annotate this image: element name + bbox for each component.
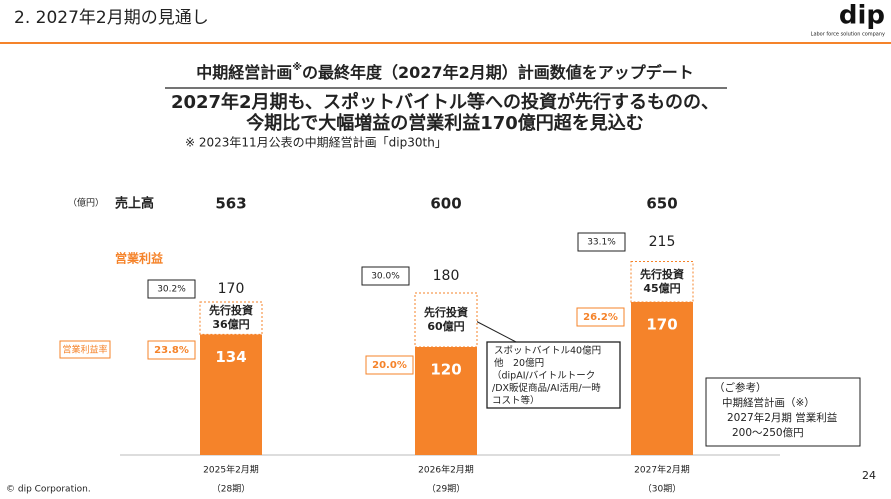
revenue-label: 売上高 xyxy=(115,196,154,212)
headline-mark: ※ xyxy=(292,61,302,73)
unit: （億円） xyxy=(68,197,104,209)
margin-label: 営業利益率 xyxy=(62,344,107,356)
period-label: （30期） xyxy=(643,484,681,495)
callout-line: コスト等） xyxy=(492,395,540,407)
period-label: （29期） xyxy=(427,484,465,495)
x-tick-label: 2026年2月期 xyxy=(418,464,474,476)
reference-line: 中期経営計画（※） xyxy=(722,396,815,409)
bar-investment xyxy=(414,292,478,348)
bar-investment xyxy=(199,301,263,335)
total-value: 170 xyxy=(218,281,245,297)
margin-incl-value: 30.0% xyxy=(371,272,400,282)
logo: dip xyxy=(839,1,885,31)
margin-incl-value: 33.1% xyxy=(587,238,616,248)
logo-tagline: Labor force solution company xyxy=(811,32,885,38)
investment-name: 先行投資 xyxy=(209,303,253,317)
margin-incl-box xyxy=(147,279,196,299)
margin-box xyxy=(576,307,625,327)
headline-3: 今期比で大幅増益の営業利益170億円超を見込む xyxy=(246,112,644,134)
period-label: （28期） xyxy=(212,484,250,495)
margin-incl-box xyxy=(577,232,626,252)
margin-value: 20.0% xyxy=(372,360,407,371)
total-value: 215 xyxy=(649,234,676,250)
callout-pointer xyxy=(469,317,519,344)
margin-value: 23.8% xyxy=(154,345,189,356)
op-value: 120 xyxy=(430,361,461,379)
investment-value: 45億円 xyxy=(643,281,680,295)
slide-title: 2. 2027年2月期の見通し xyxy=(14,8,209,28)
op-value: 170 xyxy=(646,316,677,334)
callout-box xyxy=(486,341,621,409)
bar-operating-profit xyxy=(631,302,693,455)
reference-box xyxy=(705,377,861,447)
page-number: 24 xyxy=(862,469,876,482)
x-tick-label: 2025年2月期 xyxy=(203,464,259,476)
op-label: 営業利益 xyxy=(115,251,163,266)
margin-incl-value: 30.2% xyxy=(157,285,186,295)
margin-box xyxy=(147,340,196,360)
reference-line: 2027年2月期 営業利益 xyxy=(727,411,838,424)
callout-line: 他 20億円 xyxy=(494,357,544,369)
headline-part: 中期経営計画 xyxy=(196,63,292,82)
margin-incl-box xyxy=(361,266,410,286)
total-value: 180 xyxy=(433,268,460,284)
margin-box xyxy=(365,355,414,375)
op-value: 134 xyxy=(215,348,246,366)
headline-2: 2027年2月期も、スポットバイトル等への投資が先行するものの、 xyxy=(171,91,719,113)
reference: （ご参考） 中期経営計画（※） 2027年2月期 営業利益 200～250億円 xyxy=(714,381,838,439)
investment-value: 36億円 xyxy=(212,317,249,331)
bar-operating-profit xyxy=(200,334,262,455)
callout-line: /DX販促商品/AI活用/一時 xyxy=(492,382,601,394)
copyright: © dip Corporation. xyxy=(6,485,91,495)
headline-1: 中期経営計画※の最終年度（2027年2月期）計画数値をアップデート xyxy=(196,61,693,82)
investment-name: 先行投資 xyxy=(640,267,684,281)
headline-note: ※ 2023年11月公表の中期経営計画「dip30th」 xyxy=(185,135,447,150)
investment-name: 先行投資 xyxy=(424,305,468,319)
revenue-value: 600 xyxy=(430,195,461,213)
bar-operating-profit xyxy=(415,347,477,455)
margin-label-box xyxy=(59,340,111,359)
reference-line: （ご参考） xyxy=(714,381,767,394)
investment-value: 60億円 xyxy=(427,319,464,333)
x-tick-label: 2027年2月期 xyxy=(634,464,690,476)
margin-value: 26.2% xyxy=(583,312,618,323)
revenue-value: 563 xyxy=(215,195,246,213)
reference-line: 200～250億円 xyxy=(732,426,804,439)
bar-investment xyxy=(630,261,694,303)
headline-part: の最終年度（2027年2月期）計画数値をアップデート xyxy=(302,63,694,82)
revenue-value: 650 xyxy=(646,195,677,213)
callout-line: スポットバイトル40億円 xyxy=(494,345,601,357)
callout-line: （dipAI/バイトルトーク xyxy=(492,370,595,382)
